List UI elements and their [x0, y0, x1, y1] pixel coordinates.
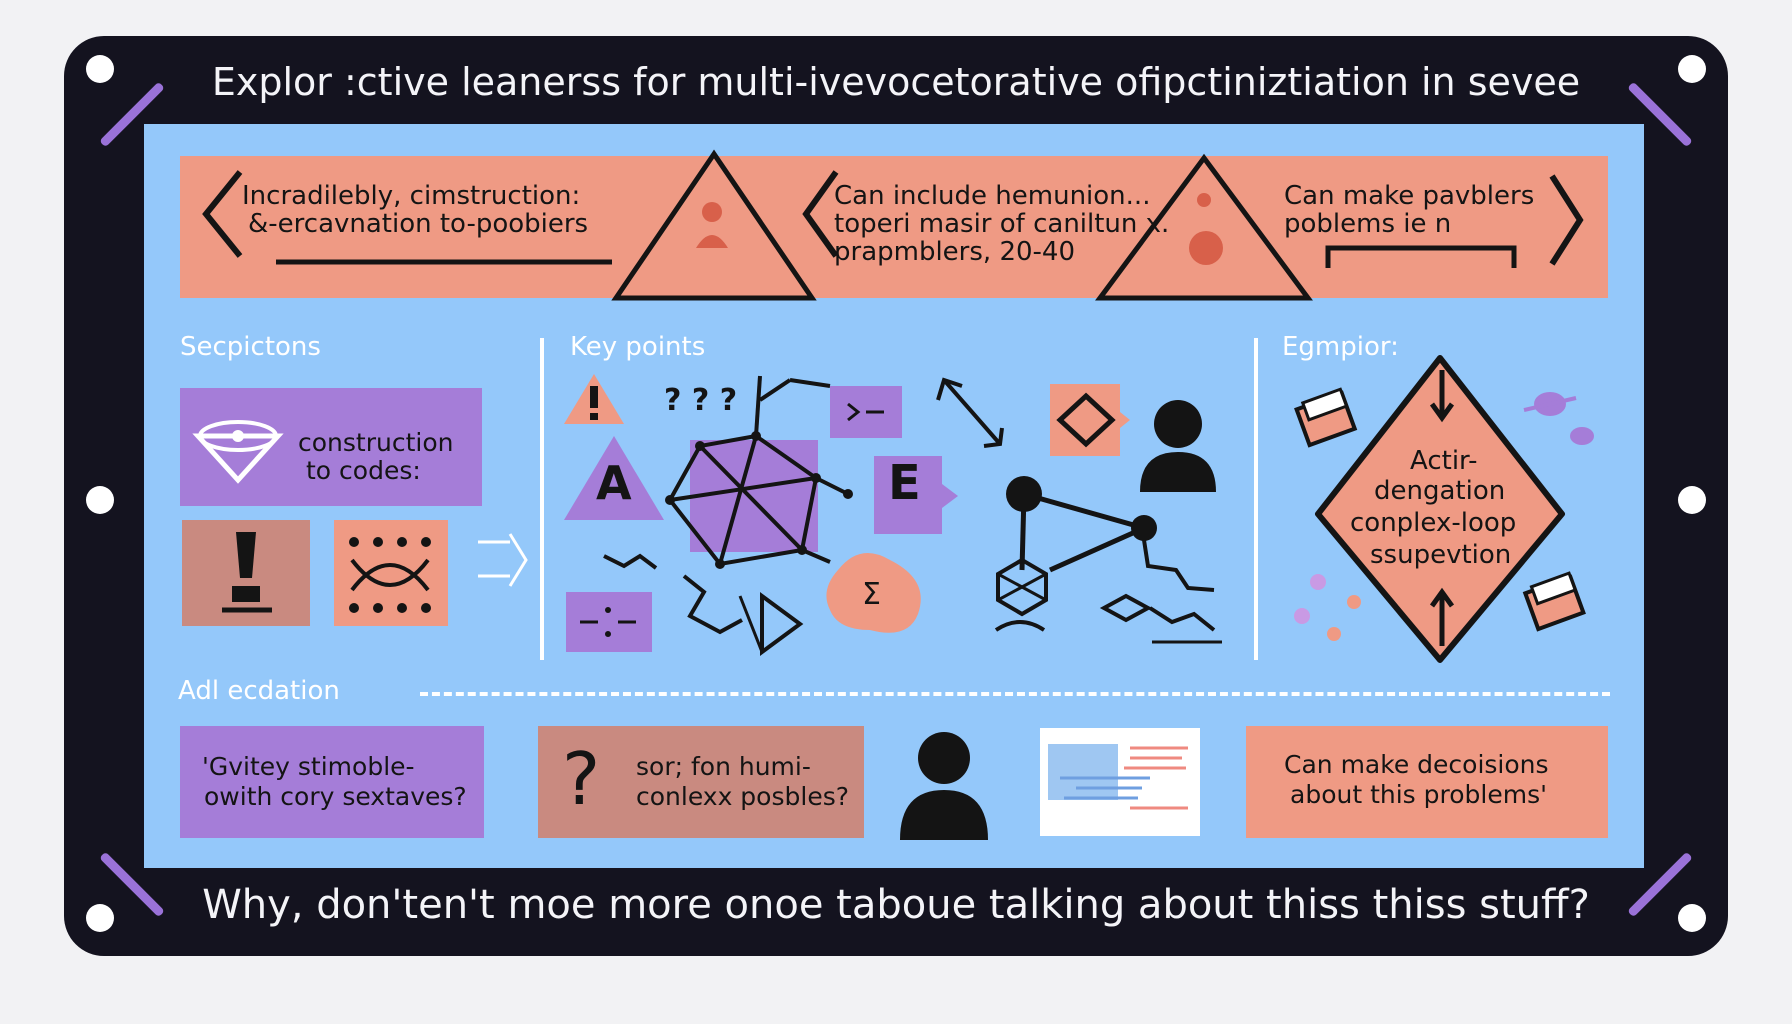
- bottom-card-2: [538, 726, 864, 838]
- bottom-card-3-line-2: about this problems': [1290, 780, 1547, 809]
- diamond-line-3: conplex-loop: [1350, 508, 1517, 538]
- bottom-card-1-line-1: 'Gvitey stimoble-: [202, 752, 415, 781]
- right-section-label: Egmpior:: [1282, 332, 1399, 362]
- construction-card: [180, 388, 482, 506]
- banner-text-2-line-3: prapmblers, 20-40: [834, 237, 1075, 267]
- diamond-line-4: ssupevtion: [1370, 540, 1512, 570]
- diamond-line-2: dengation: [1374, 476, 1506, 506]
- middle-section-label: Key points: [570, 332, 706, 362]
- dashed-divider: [420, 692, 1610, 696]
- construction-line-2: to codes:: [306, 456, 421, 485]
- corner-dot: [1678, 486, 1706, 514]
- question-marks: ? ? ?: [664, 383, 738, 418]
- bottom-card-1: [180, 726, 484, 838]
- diamond-line-1: Actir-: [1410, 446, 1478, 476]
- banner-text-3-line-1: Can make pavblers: [1284, 181, 1535, 211]
- top-banner: [180, 156, 1608, 298]
- corner-dot: [1678, 904, 1706, 932]
- bottom-section-label: Adl ecdation: [178, 676, 340, 706]
- banner-text-3-line-2: poblems ie n: [1284, 209, 1452, 239]
- bottom-card-2-question-mark: ?: [562, 737, 601, 821]
- corner-dot: [86, 55, 114, 83]
- banner-text-1-line-1: Incradilebly, cimstruction:: [242, 181, 581, 211]
- bottom-card-3: [1246, 726, 1608, 838]
- letter-e-card: [874, 456, 942, 534]
- banner-text-2-line-1: Can include hemunion...: [834, 181, 1151, 211]
- banner-text-2-line-2: toperi masir of caniltun x.: [834, 209, 1170, 239]
- left-section-label: Secpictons: [180, 332, 321, 362]
- bottom-card-2-line-2: conlexx posbles?: [636, 782, 849, 811]
- corner-dot: [86, 904, 114, 932]
- banner-text-1-line-2: &-ercavnation to-poobiers: [248, 209, 589, 239]
- bottom-card-3-line-1: Can make decoisions: [1284, 750, 1549, 779]
- construction-line-1: construction: [298, 428, 454, 457]
- corner-dot: [1678, 55, 1706, 83]
- bottom-card-1-line-2: owith cory sextaves?: [204, 782, 467, 811]
- footer-question: Why, don'ten't moe more onoe taboue talk…: [202, 882, 1590, 928]
- sigma-label: Σ: [862, 577, 881, 612]
- bottom-card-2-line-1: sor; fon humi-: [636, 752, 811, 781]
- page-title: Explor :ctive leanerss for multi-ivevoce…: [211, 60, 1581, 104]
- corner-dot: [86, 486, 114, 514]
